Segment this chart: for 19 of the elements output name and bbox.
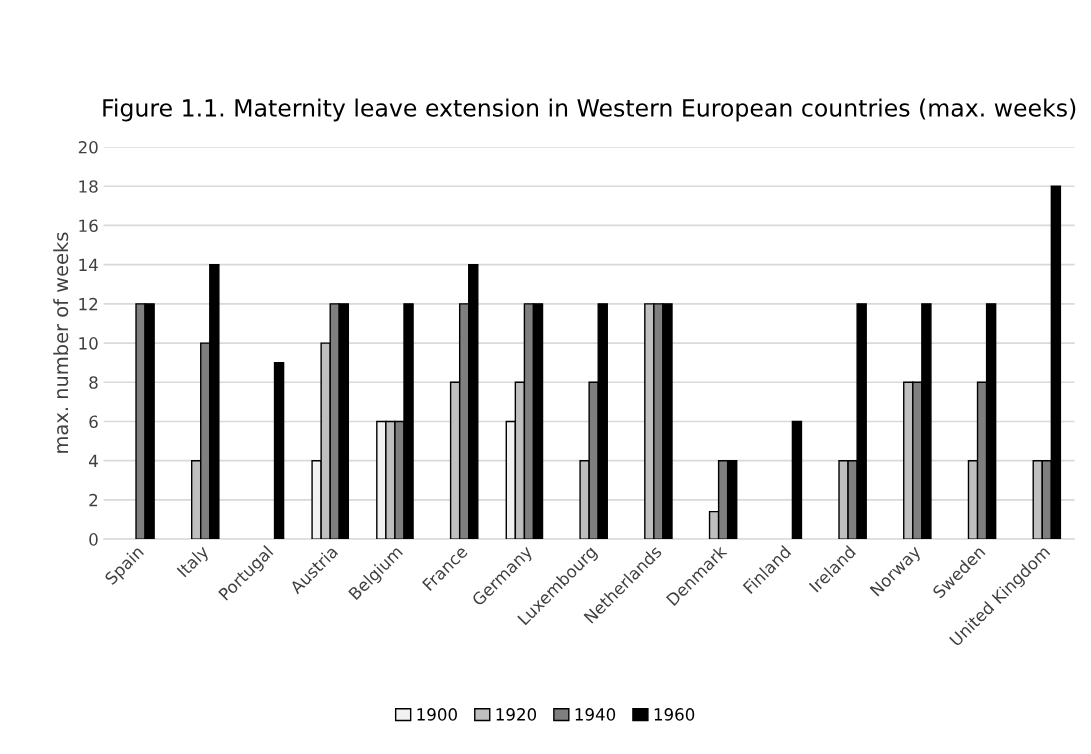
y-tick-label: 4 — [88, 454, 98, 468]
y-tick-label: 6 — [89, 415, 98, 429]
y-tick-label: 0 — [89, 533, 98, 546]
y-axis-title: max. number of weeks — [53, 232, 69, 453]
chart-title: Figure 1.1. Maternity leave extension in Western European countries (max. weeks) — [103, 98, 1076, 122]
legend-label: 1940 — [575, 708, 616, 721]
y-tick-label: 16 — [79, 219, 98, 233]
y-tick-label: 8 — [89, 376, 98, 389]
legend-label: 1900 — [417, 708, 457, 721]
y-tick-label: 12 — [79, 297, 98, 311]
y-tick-label: 10 — [79, 337, 98, 350]
legend-label: 1960 — [654, 708, 695, 721]
y-tick-label: 20 — [78, 140, 98, 154]
legend-label: 1920 — [496, 708, 537, 721]
bar — [273, 361, 285, 540]
bar — [791, 420, 803, 540]
y-tick-label: 14 — [79, 258, 98, 271]
y-tick-label: 2 — [89, 493, 98, 507]
y-tick-label: 18 — [79, 180, 98, 193]
